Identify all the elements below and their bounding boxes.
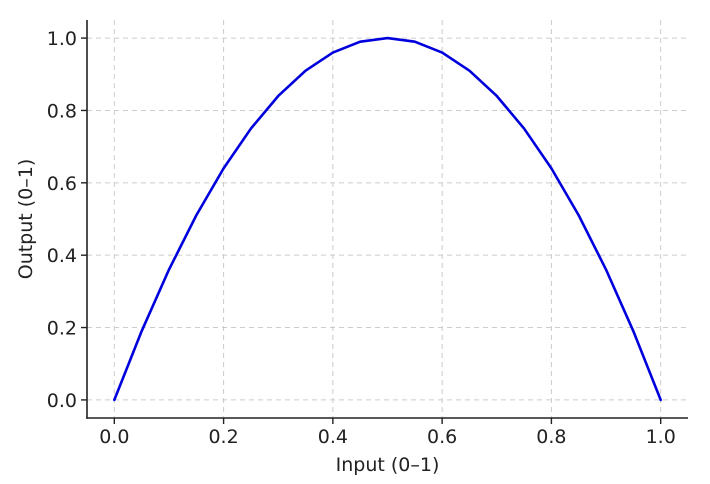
grid [87,20,688,418]
y-tick-label: 0.8 [47,100,77,122]
y-axis-title: Output (0–1) [15,159,37,280]
x-tick-label: 1.0 [646,426,676,448]
x-axis-title: Input (0–1) [336,454,440,476]
y-tick-label: 1.0 [47,28,77,50]
x-tick-label: 0.0 [99,426,129,448]
x-tick-label: 0.2 [208,426,238,448]
x-tick-label: 0.6 [427,426,457,448]
series-layer [113,36,662,402]
axes [86,20,688,419]
y-tick-label: 0.0 [47,390,77,412]
series-line [113,36,662,402]
y-tick-label: 0.6 [47,173,77,195]
y-tick-label: 0.2 [47,318,77,340]
x-tick-label: 0.4 [318,426,348,448]
y-tick-label: 0.4 [47,245,77,267]
x-tick-label: 0.8 [536,426,566,448]
ticks: 0.0 0.2 0.4 0.6 0.8 1.0 0.0 0.2 0.4 0.6 0.8 1.0 [47,28,676,448]
